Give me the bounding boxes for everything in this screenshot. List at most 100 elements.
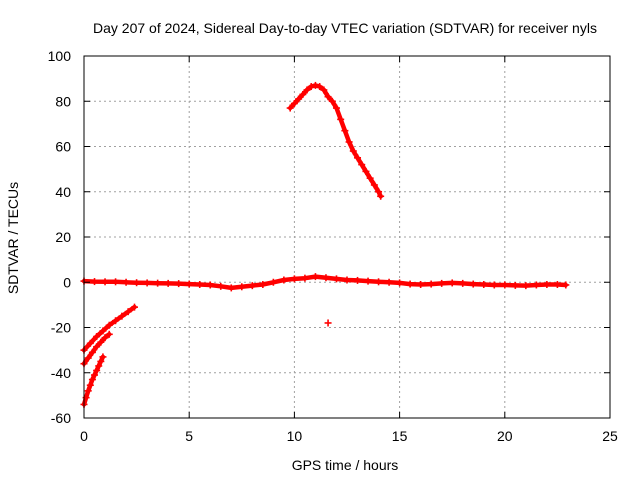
data-point	[511, 281, 519, 289]
data-point	[343, 276, 351, 284]
data-point	[97, 338, 105, 346]
chart-title: Day 207 of 2024, Sidereal Day-to-day VTE…	[93, 20, 597, 36]
data-point	[366, 174, 374, 182]
data-point	[91, 278, 99, 286]
data-point	[93, 366, 101, 374]
data-point	[377, 192, 385, 200]
data-point	[101, 278, 109, 286]
data-point	[354, 276, 362, 284]
data-point	[311, 81, 319, 89]
data-point	[553, 281, 561, 289]
data-point	[95, 362, 103, 370]
data-point	[396, 279, 404, 287]
series-arc4-trace	[81, 354, 106, 407]
data-point	[362, 167, 370, 175]
data-point	[562, 281, 570, 289]
data-point	[185, 280, 193, 288]
data-point	[154, 279, 162, 287]
x-axis-label: GPS time / hours	[292, 457, 399, 473]
data-point	[286, 104, 294, 112]
y-tick-label: -40	[51, 365, 71, 381]
data-point	[175, 280, 183, 288]
data-point	[290, 100, 298, 108]
data-point	[133, 279, 141, 287]
data-point	[469, 280, 477, 288]
x-tick-label: 20	[497, 428, 513, 444]
data-point	[86, 339, 94, 347]
data-point	[227, 284, 235, 292]
data-point	[448, 279, 456, 287]
data-point	[307, 83, 315, 91]
data-point	[124, 308, 132, 316]
grid-lines	[84, 56, 610, 418]
y-tick-label: 100	[48, 48, 72, 64]
data-point	[84, 354, 92, 362]
data-point	[143, 279, 151, 287]
y-axis-label: SDTVAR / TECUs	[5, 182, 21, 294]
data-point	[299, 90, 307, 98]
data-point	[522, 282, 530, 290]
data-point	[164, 279, 172, 287]
y-tick-label: 80	[55, 93, 71, 109]
data-point	[311, 273, 319, 281]
data-point	[332, 275, 340, 283]
data-point	[332, 104, 340, 112]
data-point	[206, 281, 214, 289]
data-point	[375, 188, 383, 196]
data-point	[501, 281, 509, 289]
data-point	[93, 333, 101, 341]
data-point	[532, 281, 540, 289]
data-point	[324, 93, 332, 101]
data-point	[438, 279, 446, 287]
data-point	[543, 281, 551, 289]
data-point	[88, 376, 96, 384]
data-point	[88, 348, 96, 356]
data-point	[86, 381, 94, 389]
data-point	[118, 312, 126, 320]
data-point	[322, 274, 330, 282]
data-point	[130, 303, 138, 311]
data-point	[480, 281, 488, 289]
axis-ticks: 0 5 10 15 20 25 -60 -40 -20 0 20 40 60 80 100	[48, 48, 618, 444]
data-point	[112, 278, 120, 286]
data-point	[101, 334, 109, 342]
data-point	[316, 83, 324, 91]
data-point	[112, 317, 120, 325]
y-tick-label: 0	[63, 274, 71, 290]
data-marks	[80, 81, 570, 408]
data-point	[99, 353, 107, 361]
y-tick-label: 40	[55, 184, 71, 200]
data-point	[324, 319, 332, 327]
data-point	[290, 275, 298, 283]
y-tick-label: 20	[55, 229, 71, 245]
data-point	[427, 280, 435, 288]
data-point	[303, 86, 311, 94]
data-point	[217, 282, 225, 290]
data-point	[345, 138, 353, 146]
data-point	[259, 281, 267, 289]
data-point	[417, 281, 425, 289]
data-point	[196, 281, 204, 289]
data-point	[341, 127, 349, 135]
data-point	[358, 161, 366, 169]
data-point	[295, 95, 303, 103]
data-point	[280, 276, 288, 284]
y-tick-label: -20	[51, 320, 71, 336]
data-point	[370, 181, 378, 189]
data-point	[364, 277, 372, 285]
y-tick-label: 60	[55, 139, 71, 155]
x-tick-label: 25	[602, 428, 618, 444]
data-point	[375, 278, 383, 286]
data-point	[84, 387, 92, 395]
data-point	[93, 343, 101, 351]
data-point	[97, 357, 105, 365]
data-point	[99, 327, 107, 335]
data-point	[320, 86, 328, 94]
data-point	[91, 371, 99, 379]
x-tick-label: 10	[287, 428, 303, 444]
x-tick-label: 5	[185, 428, 193, 444]
x-tick-label: 15	[392, 428, 408, 444]
data-point	[349, 147, 357, 155]
data-point	[406, 280, 414, 288]
